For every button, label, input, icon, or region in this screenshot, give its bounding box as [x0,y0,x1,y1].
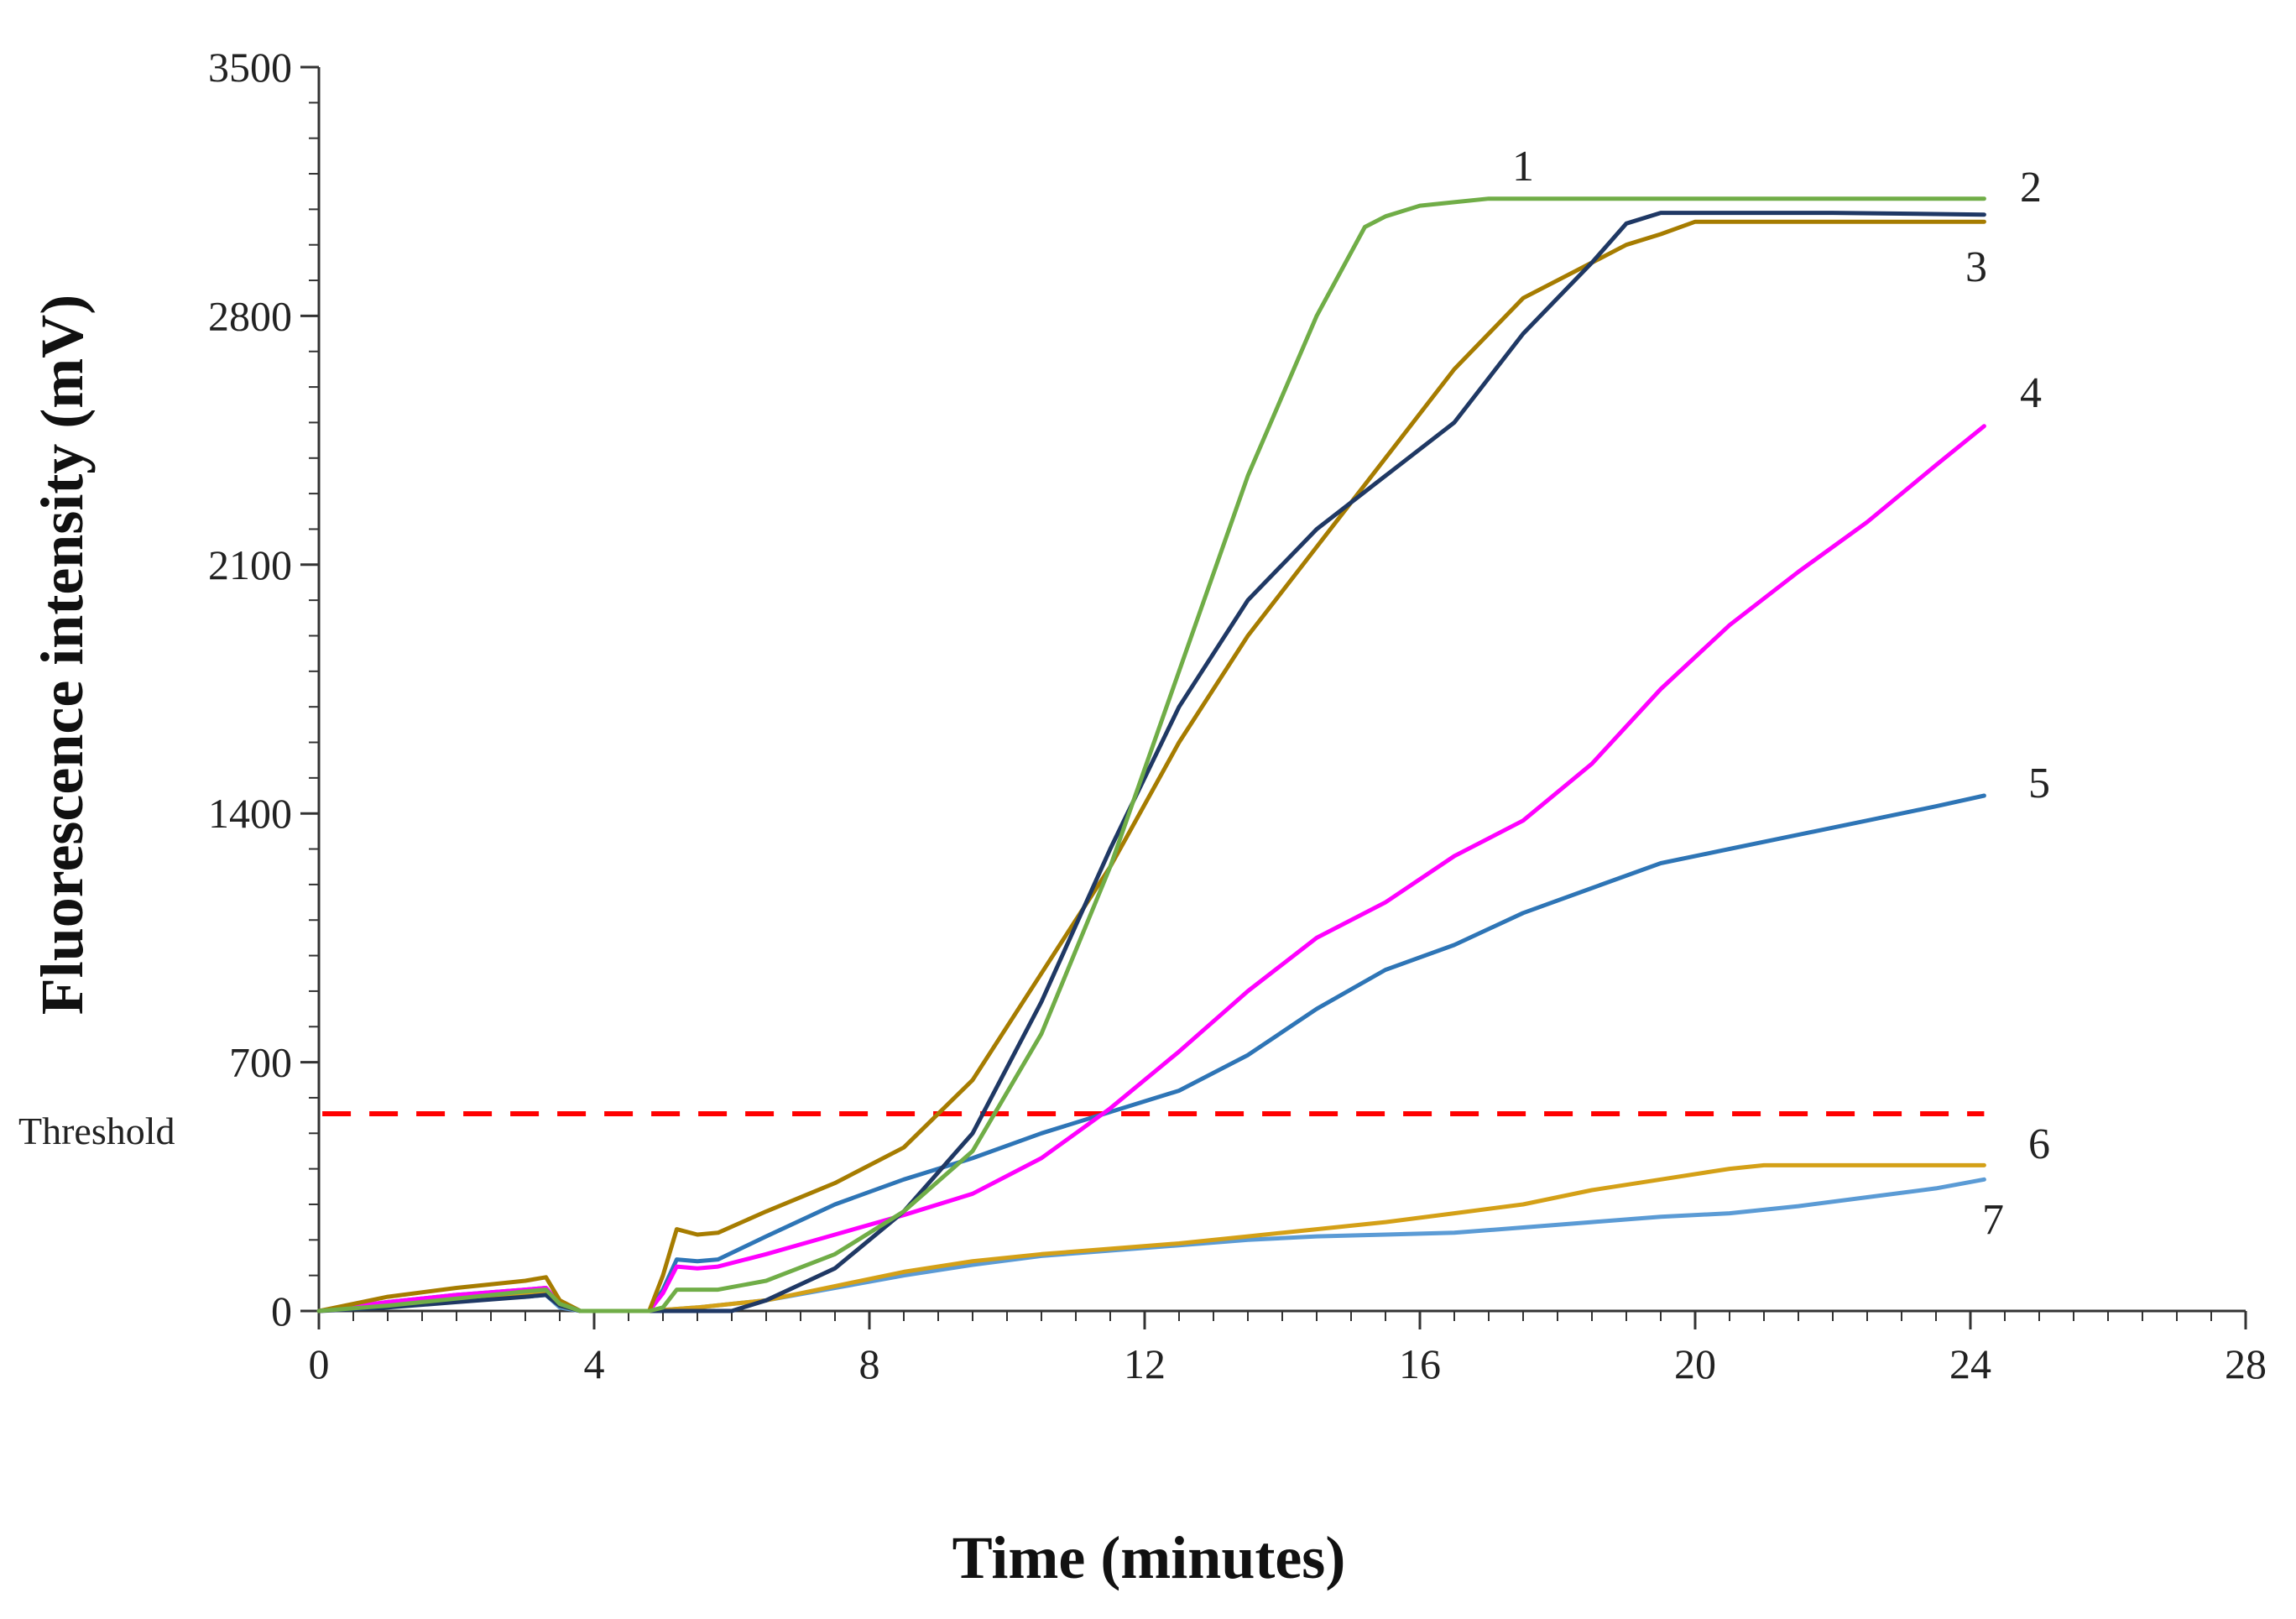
series-label-7: 7 [1982,1196,2004,1244]
series-label-2: 2 [2020,164,2042,212]
series-label-4: 4 [2020,369,2042,417]
series-label-6: 6 [2028,1120,2050,1168]
x-tick-label: 20 [1674,1340,1716,1387]
x-tick-label: 28 [2225,1340,2267,1387]
series-label-1: 1 [1512,143,1534,191]
x-tick-label: 8 [859,1340,880,1387]
y-tick-label: 700 [229,1039,292,1086]
y-tick-label: 2800 [208,292,292,339]
y-tick-label: 2100 [208,541,292,588]
series-label-5: 5 [2028,760,2050,807]
y-tick-label: 3500 [208,44,292,91]
x-tick-label: 0 [309,1340,330,1387]
x-tick-label: 12 [1124,1340,1166,1387]
y-tick-label: 0 [271,1287,292,1334]
series-layer [316,196,1986,1313]
series-line-1 [316,196,1986,1313]
x-axis-title: Time (minutes) [952,1524,1346,1591]
x-tick-label: 24 [1949,1340,1991,1387]
threshold-layer: Threshold [18,1110,1985,1152]
y-tick-label: 1400 [208,790,292,837]
series-line-3 [316,219,1986,1313]
x-tick-label: 16 [1399,1340,1441,1387]
series-label-3: 3 [1965,243,1987,291]
y-axis-title: Fluorescence intensity (mV) [29,295,96,1015]
x-tick-label: 4 [584,1340,605,1387]
threshold-label: Threshold [18,1110,175,1152]
